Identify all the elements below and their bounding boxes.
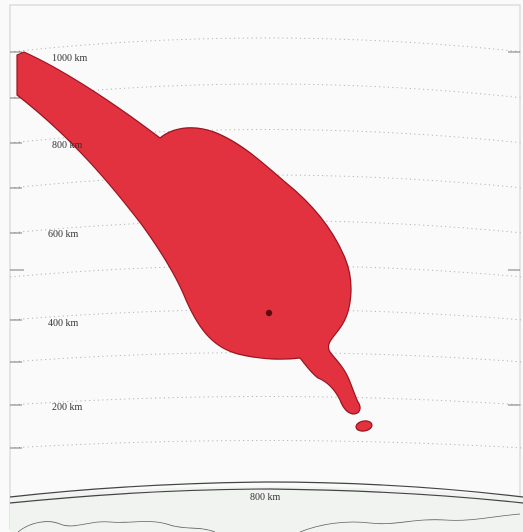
range-label-800km: 800 km	[52, 140, 83, 151]
range-label-600km: 600 km	[48, 229, 79, 240]
range-label-200km: 200 km	[52, 402, 83, 413]
range-ring-1000	[9, 37, 523, 53]
land-area	[10, 486, 523, 532]
footprint-area	[16, 51, 361, 415]
coastline	[9, 481, 523, 532]
coastline-inner	[9, 488, 523, 504]
footprint-fragment	[355, 420, 373, 432]
coastline-detail	[17, 521, 216, 532]
range-label-400km: 400 km	[48, 318, 79, 329]
footprint-group	[16, 51, 373, 432]
range-labels: 1000 km 800 km 600 km 400 km 200 km 800 …	[48, 53, 281, 503]
range-label-1000km: 1000 km	[52, 53, 88, 64]
coastline-main	[9, 481, 523, 498]
range-ring-200	[9, 396, 523, 406]
range-label-bottom-800km: 800 km	[250, 492, 281, 503]
range-ring-100	[9, 440, 523, 449]
impact-point-marker	[265, 309, 273, 317]
coastline-detail-right	[299, 513, 521, 532]
